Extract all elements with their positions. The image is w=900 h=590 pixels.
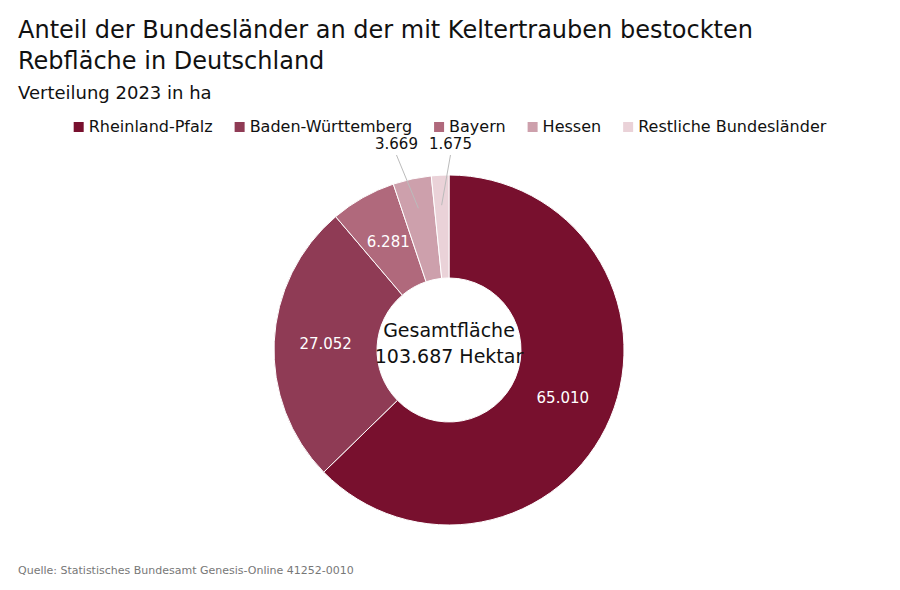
legend-label: Baden-Württemberg [250,117,412,136]
center-annotation: 103.687 Hektar [375,345,524,367]
legend-item: Rheinland-Pfalz [74,117,213,136]
slice [431,175,449,278]
legend-label: Rheinland-Pfalz [89,117,213,136]
data-label: 3.669 [375,135,418,153]
data-label: 1.675 [429,135,472,153]
data-label: 6.281 [367,233,410,251]
donut [274,175,624,525]
legend-item: Bayern [434,117,506,136]
legend-swatch [623,122,633,132]
leader-line [442,155,451,205]
legend-item: Hessen [528,117,602,136]
legend: Rheinland-Pfalz Baden-Württemberg Bayern He… [74,117,827,136]
legend-item: Baden-Württemberg [235,117,412,136]
data-label: 27.052 [299,335,352,353]
subtitle: Verteilung 2023 in ha [18,82,212,103]
data-labels: 65.010 27.052 6.281 3.669 1.675 [299,135,589,407]
legend-swatch [235,122,245,132]
legend-swatch [528,122,538,132]
legend-swatch [434,122,444,132]
source: Quelle: Statistisches Bundesamt Genesis-… [18,564,354,577]
legend-swatch [74,122,84,132]
chart: Anteil der Bundesländer an der mit Kelte… [0,0,900,590]
leader-line [396,155,418,208]
legend-label: Bayern [449,117,506,136]
legend-label: Hessen [543,117,602,136]
center-annotation: Gesamtfläche [383,319,515,341]
title: Anteil der Bundesländer an der mit Kelte… [18,16,753,75]
data-label: 65.010 [537,389,590,407]
legend-label: Restliche Bundesländer [638,117,827,136]
legend-item: Restliche Bundesländer [623,117,827,136]
